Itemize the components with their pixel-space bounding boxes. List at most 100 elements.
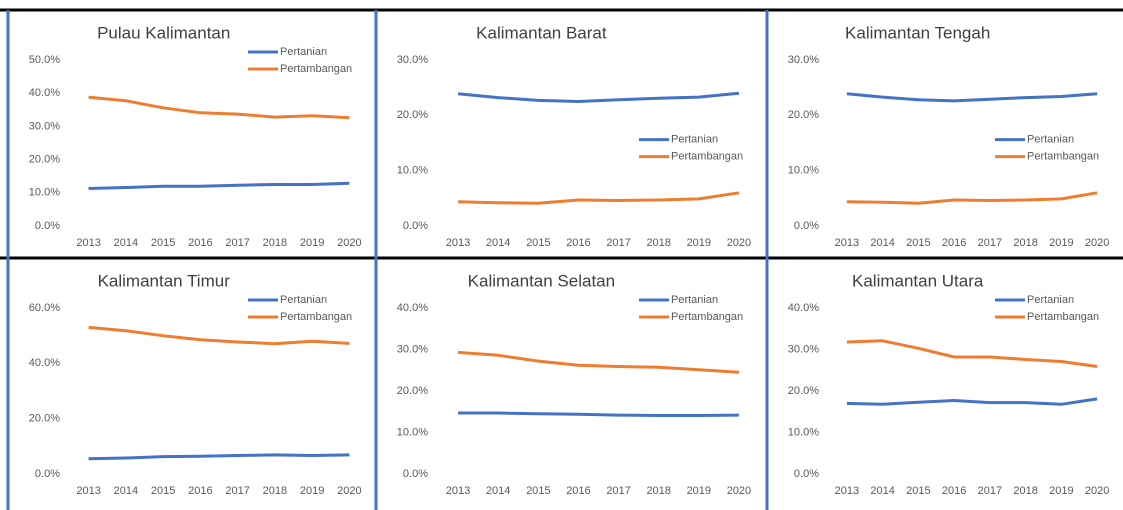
x-tick-label: 2013 — [76, 237, 100, 249]
x-tick-label: 2013 — [446, 237, 470, 249]
y-tick-label: 20.0% — [29, 413, 60, 425]
y-tick-label: 10.0% — [788, 165, 819, 177]
x-tick-label: 2018 — [263, 485, 287, 497]
y-tick-label: 40.0% — [29, 87, 60, 99]
y-tick-label: 10.0% — [397, 426, 428, 438]
x-tick-label: 2014 — [114, 485, 138, 497]
legend-label: Pertanian — [280, 294, 327, 306]
y-tick-label: 40.0% — [788, 302, 819, 314]
series-line — [88, 95, 350, 120]
x-tick-label: 2013 — [446, 485, 470, 497]
series-line — [88, 181, 350, 190]
x-tick-label: 2020 — [337, 237, 361, 249]
y-tick-label: 30.0% — [788, 343, 819, 355]
x-tick-label: 2013 — [76, 485, 100, 497]
x-tick-label: 2014 — [114, 237, 138, 249]
x-tick-label: 2015 — [906, 485, 930, 497]
x-tick-label: 2019 — [300, 485, 324, 497]
series-line — [457, 350, 739, 374]
series-line — [457, 91, 740, 103]
legend-label: Pertambangan — [280, 63, 352, 75]
x-tick-label: 2015 — [151, 485, 175, 497]
y-tick-label: 30.0% — [397, 343, 428, 355]
x-tick-label: 2013 — [835, 237, 859, 249]
chart-title: Kalimantan Timur — [98, 271, 231, 290]
y-tick-label: 10.0% — [29, 187, 60, 199]
y-tick-label: 20.0% — [29, 154, 60, 166]
y-tick-label: 20.0% — [397, 109, 428, 121]
legend-label: Pertambangan — [1027, 311, 1099, 323]
y-tick-label: 30.0% — [788, 54, 819, 66]
legend-label: Pertanian — [1027, 294, 1074, 306]
legend-label: Pertanian — [671, 294, 718, 306]
series-line — [846, 191, 1098, 205]
y-tick-label: 50.0% — [29, 54, 60, 66]
x-tick-label: 2013 — [835, 485, 859, 497]
x-tick-label: 2020 — [727, 485, 751, 497]
y-tick-label: 10.0% — [788, 426, 819, 438]
legend-label: Pertambangan — [671, 151, 743, 163]
x-tick-label: 2017 — [978, 485, 1002, 497]
x-tick-label: 2017 — [606, 485, 630, 497]
x-tick-label: 2014 — [486, 237, 510, 249]
series-line — [846, 339, 1098, 368]
x-tick-label: 2020 — [337, 485, 361, 497]
chart-title: Kalimantan Barat — [476, 23, 607, 42]
y-tick-label: 0.0% — [403, 220, 428, 232]
y-tick-label: 0.0% — [794, 220, 819, 232]
x-tick-label: 2018 — [263, 237, 287, 249]
x-tick-label: 2019 — [687, 485, 711, 497]
series-line — [846, 397, 1098, 406]
x-tick-label: 2020 — [727, 237, 751, 249]
x-tick-label: 2018 — [1013, 237, 1037, 249]
legend-label: Pertambangan — [671, 311, 743, 323]
chart-title: Kalimantan Tengah — [845, 23, 990, 42]
x-tick-label: 2017 — [225, 237, 249, 249]
x-tick-label: 2014 — [486, 485, 510, 497]
x-tick-label: 2014 — [870, 237, 894, 249]
x-tick-label: 2016 — [942, 485, 966, 497]
y-tick-label: 10.0% — [397, 165, 428, 177]
legend-label: Pertambangan — [1027, 151, 1099, 163]
x-tick-label: 2015 — [526, 485, 550, 497]
x-tick-label: 2019 — [1049, 485, 1073, 497]
x-tick-label: 2015 — [151, 237, 175, 249]
x-tick-label: 2017 — [225, 485, 249, 497]
series-line — [88, 325, 350, 346]
legend-label: Pertanian — [671, 134, 718, 146]
x-tick-label: 2018 — [1013, 485, 1037, 497]
x-tick-label: 2019 — [687, 237, 711, 249]
x-tick-label: 2015 — [906, 237, 930, 249]
x-tick-label: 2019 — [300, 237, 324, 249]
y-tick-label: 0.0% — [35, 468, 60, 480]
legend-label: Pertambangan — [280, 311, 352, 323]
chart-title: Kalimantan Utara — [852, 271, 984, 290]
x-tick-label: 2016 — [188, 237, 212, 249]
y-tick-label: 40.0% — [29, 357, 60, 369]
x-tick-label: 2016 — [942, 237, 966, 249]
x-tick-label: 2017 — [606, 237, 630, 249]
series-line — [458, 191, 740, 205]
y-tick-label: 30.0% — [397, 54, 428, 66]
x-tick-label: 2020 — [1085, 237, 1109, 249]
x-tick-label: 2019 — [1049, 237, 1073, 249]
y-tick-label: 60.0% — [29, 302, 60, 314]
legend-label: Pertanian — [1027, 134, 1074, 146]
legend-label: Pertanian — [280, 46, 327, 58]
x-tick-label: 2017 — [978, 237, 1002, 249]
x-tick-label: 2014 — [870, 485, 894, 497]
y-tick-label: 40.0% — [397, 302, 428, 314]
series-line — [88, 453, 350, 461]
x-tick-label: 2018 — [646, 485, 670, 497]
y-tick-label: 0.0% — [794, 468, 819, 480]
y-tick-label: 20.0% — [788, 385, 819, 397]
y-tick-label: 20.0% — [397, 385, 428, 397]
y-tick-label: 20.0% — [788, 109, 819, 121]
x-tick-label: 2016 — [566, 485, 590, 497]
y-tick-label: 0.0% — [35, 220, 60, 232]
series-line — [846, 92, 1098, 103]
y-tick-label: 0.0% — [403, 468, 428, 480]
series-line — [458, 411, 739, 417]
